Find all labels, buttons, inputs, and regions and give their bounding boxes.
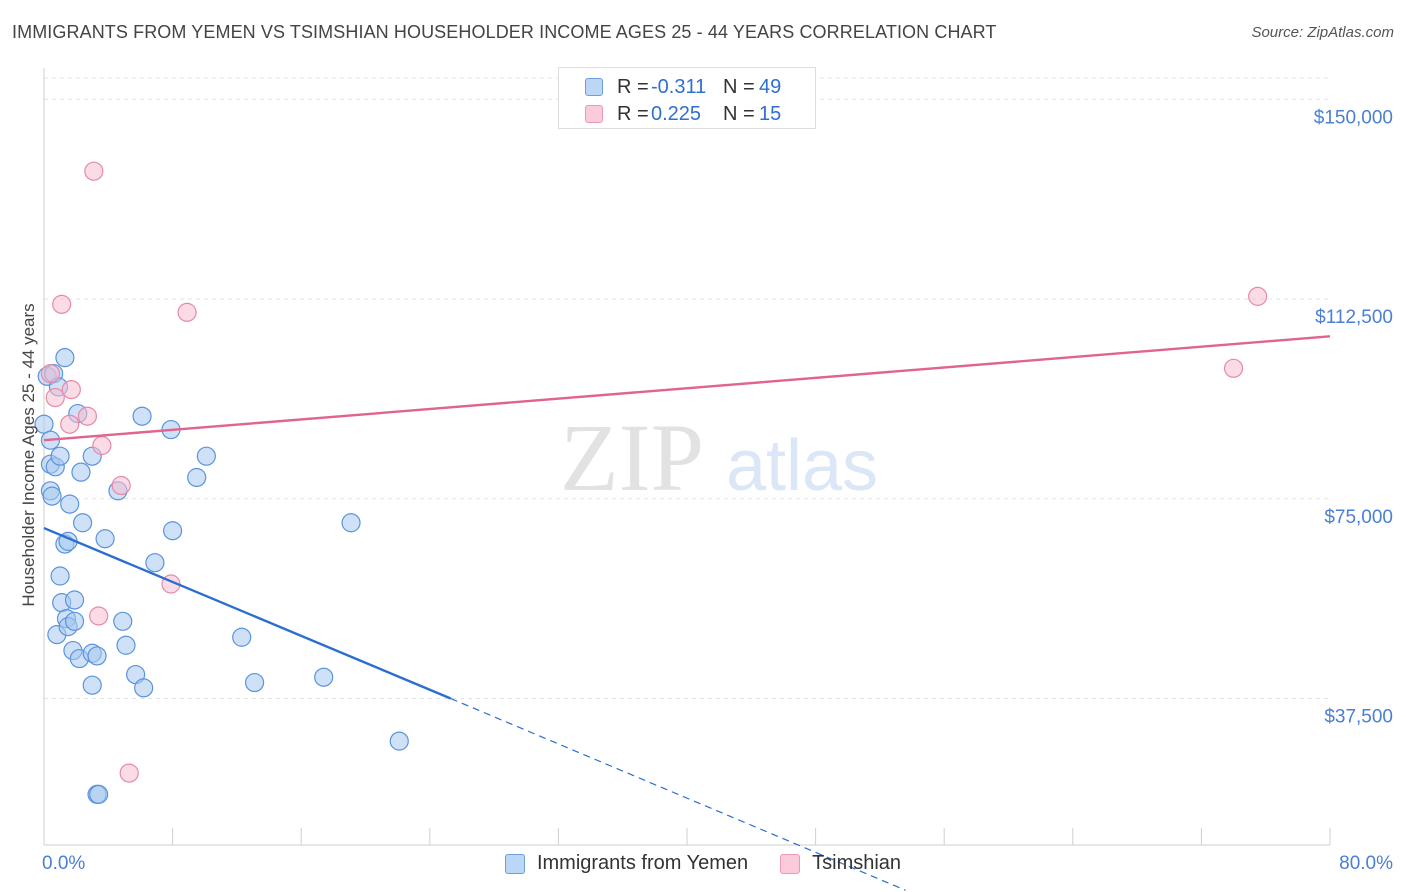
point-tsimshian <box>119 763 139 783</box>
series-label-yemen: Immigrants from Yemen <box>536 852 749 874</box>
point-yemen <box>50 446 70 466</box>
points-layer <box>34 161 1268 804</box>
y-tick-label: $37,500 <box>1324 707 1393 728</box>
point-tsimshian <box>77 406 98 426</box>
point-tsimshian <box>177 302 197 322</box>
watermark-atlas: atlas <box>726 426 878 506</box>
watermark-zip: ZIP <box>560 404 704 511</box>
legend-n-label: N = <box>723 75 755 98</box>
y-tick-label: $150,000 <box>1314 107 1393 128</box>
series-legend-tsimshian: Tsimshian <box>780 852 901 875</box>
point-yemen <box>72 513 93 533</box>
chart-title: IMMIGRANTS FROM YEMEN VS TSIMSHIAN HOUSE… <box>12 22 997 42</box>
point-yemen <box>132 406 152 426</box>
point-tsimshian <box>92 435 112 456</box>
stats-legend: R = -0.311 N = 49 R = 0.225 N = 15 <box>558 67 816 129</box>
point-yemen <box>187 467 207 488</box>
point-yemen <box>113 611 133 631</box>
point-tsimshian <box>61 379 81 400</box>
series-legend-yemen: Immigrants from Yemen <box>504 852 749 875</box>
point-yemen <box>89 784 109 804</box>
series-swatch-blue <box>504 853 525 874</box>
point-tsimshian <box>111 475 131 496</box>
y-axis-title: Householder Income Ages 25 - 44 years <box>19 303 38 606</box>
x-tick-label: 80.0% <box>1339 853 1393 874</box>
point-yemen <box>82 675 102 695</box>
point-tsimshian <box>52 294 72 314</box>
point-yemen <box>314 667 334 687</box>
point-yemen <box>116 635 136 655</box>
trendline-yemen-extension <box>450 697 906 891</box>
point-yemen <box>60 494 80 514</box>
point-tsimshian <box>40 364 61 384</box>
point-tsimshian <box>45 387 65 408</box>
point-yemen <box>163 521 183 541</box>
point-yemen <box>64 611 85 631</box>
legend-row-tsimshian: R = 0.225 N = 15 <box>585 103 781 125</box>
point-yemen <box>341 513 361 533</box>
point-yemen <box>64 590 85 610</box>
point-yemen <box>71 462 91 482</box>
trend-layer <box>43 335 1331 891</box>
legend-n-value: 15 <box>759 102 782 125</box>
y-tick-label: $112,500 <box>1315 307 1393 328</box>
point-yemen <box>244 672 265 693</box>
trendline-yemen <box>43 526 452 700</box>
point-tsimshian <box>1223 358 1244 378</box>
legend-r-value: 0.225 <box>651 102 702 125</box>
legend-r-label: R = <box>617 75 649 98</box>
legend-n-label: N = <box>723 102 755 125</box>
source-label: Source: ZipAtlas.com <box>1251 24 1394 41</box>
point-yemen <box>42 486 62 506</box>
point-yemen <box>145 553 165 573</box>
legend-swatch-blue <box>585 78 603 96</box>
point-tsimshian <box>89 606 109 626</box>
point-yemen <box>55 348 75 368</box>
series-swatch-pink <box>780 853 801 874</box>
legend-row-yemen: R = -0.311 N = 49 <box>585 76 781 98</box>
point-yemen <box>95 529 115 549</box>
watermark: ZIP atlas <box>560 404 878 511</box>
point-tsimshian <box>1248 286 1268 306</box>
point-yemen <box>196 446 216 466</box>
legend-r-value: -0.311 <box>651 75 707 98</box>
point-yemen <box>134 678 154 698</box>
trendline-tsimshian <box>43 335 1331 442</box>
point-tsimshian <box>60 414 80 434</box>
point-yemen <box>50 566 70 586</box>
y-tick-label: $75,000 <box>1324 507 1393 528</box>
point-tsimshian <box>84 161 104 181</box>
axes-layer <box>43 68 1331 846</box>
x-tick-label: 0.0% <box>42 853 85 874</box>
point-yemen <box>232 627 252 647</box>
legend-r-label: R = <box>617 102 649 125</box>
legend-swatch-pink <box>585 105 603 123</box>
series-legend: Immigrants from Yemen Tsimshian <box>0 852 1406 875</box>
series-label-tsimshian: Tsimshian <box>812 852 902 874</box>
point-yemen <box>87 646 107 666</box>
legend-n-value: 49 <box>759 75 782 98</box>
labels-layer: Householder Income Ages 25 - 44 years $3… <box>19 107 1393 874</box>
point-yemen <box>389 731 409 751</box>
